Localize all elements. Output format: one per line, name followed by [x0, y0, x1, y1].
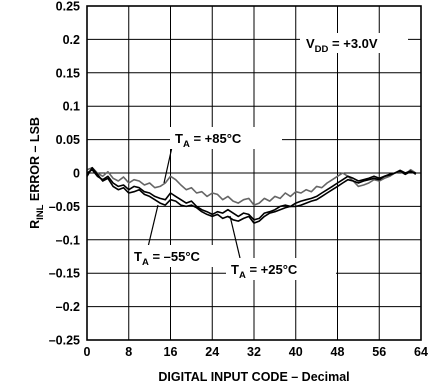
y-tick-label: –0.2	[56, 300, 80, 314]
label-85c-rest: = +85°C	[190, 131, 242, 146]
label-25c-rest: = +25°C	[246, 262, 298, 277]
y-tick-label: –0.05	[49, 200, 80, 214]
x-tick-label: 64	[414, 345, 428, 359]
tick-labels: 0 8 16 24 32 40 48 56 64 0.25 0.2 0.15 0.1 0.05 0 –0.05…	[49, 0, 428, 359]
vdd-annotation-bg	[300, 33, 408, 53]
leader-55c	[147, 204, 159, 248]
gridlines	[87, 6, 421, 340]
y-tick-label: 0	[73, 167, 80, 181]
vdd-rest: = +3.0V	[328, 36, 377, 51]
label-55c-sub: A	[142, 257, 149, 268]
y-tick-label: 0.2	[63, 33, 80, 47]
label-85c-main: T	[175, 131, 183, 146]
y-axis-label-rest: ERROR – LSB	[28, 117, 42, 205]
y-tick-label: 0.25	[56, 0, 80, 14]
vdd-sub: DD	[315, 44, 329, 55]
label-25c-sub: A	[239, 270, 246, 281]
x-tick-label: 8	[125, 345, 132, 359]
label-85c-bg	[170, 127, 282, 149]
label-25c-bg	[226, 258, 336, 280]
leader-25c	[229, 215, 241, 259]
x-tick-label: 32	[247, 345, 261, 359]
y-axis-label-main: R	[28, 220, 42, 229]
series-label-85c: TA = +85°C	[175, 131, 242, 150]
x-tick-label: 24	[205, 345, 219, 359]
vdd-main: V	[306, 36, 315, 51]
x-tick-label: 16	[164, 345, 178, 359]
label-55c-rest: = –55°C	[149, 249, 201, 264]
x-axis-label: DIGITAL INPUT CODE – Decimal	[158, 370, 349, 384]
y-tick-label: –0.1	[56, 233, 80, 247]
series-label-55c: TA = –55°C	[134, 249, 201, 268]
label-55c-bg	[130, 245, 236, 267]
label-85c-sub: A	[183, 139, 190, 150]
x-tick-label: 0	[84, 345, 91, 359]
x-tick-label: 48	[331, 345, 345, 359]
y-axis-label-sub: INL	[35, 204, 46, 220]
series-minus55c-line	[86, 166, 417, 224]
y-tick-label: 0.15	[56, 66, 80, 80]
x-tick-label: 56	[372, 345, 386, 359]
x-tick-label: 40	[289, 345, 303, 359]
vdd-annotation: VDD = +3.0V	[306, 36, 378, 55]
y-tick-label: 0.1	[63, 100, 80, 114]
leader-85c	[163, 146, 173, 184]
y-tick-label: –0.25	[49, 334, 80, 348]
plot-frame	[86, 5, 422, 341]
series-25c-line	[86, 168, 416, 221]
y-axis-label: RINL ERROR – LSB	[28, 117, 46, 229]
series-lines	[86, 166, 417, 224]
y-tick-label: –0.15	[49, 267, 80, 281]
label-25c-main: T	[231, 262, 239, 277]
y-tick-label: 0.05	[56, 133, 80, 147]
series-label-25c: TA = +25°C	[231, 262, 298, 281]
label-55c-main: T	[134, 249, 142, 264]
series-85c-line	[86, 166, 417, 206]
